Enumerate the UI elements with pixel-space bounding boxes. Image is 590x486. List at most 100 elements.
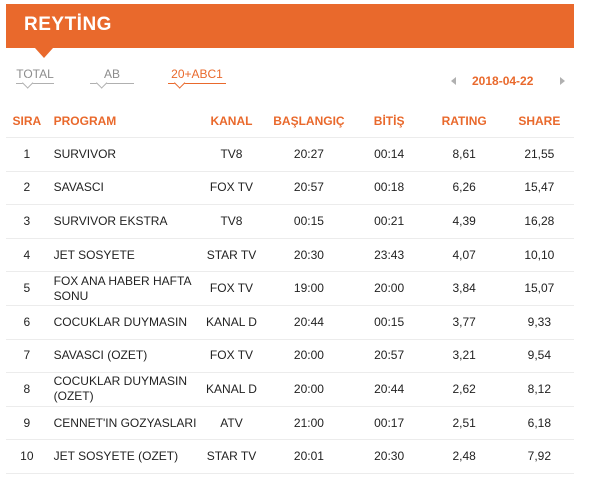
- cell-baslangic: 20:01: [263, 439, 355, 474]
- tab-total[interactable]: TOTAL: [16, 67, 54, 89]
- cell-program: SURVIVOR EKSTRA: [47, 204, 200, 239]
- cell-rating: 3,77: [423, 305, 505, 340]
- cell-bitis: 00:21: [354, 204, 424, 239]
- selected-date: 2018-04-22: [472, 74, 534, 88]
- cell-sira: 4: [6, 238, 48, 273]
- tab-20-abc1-underline: [168, 83, 226, 84]
- table-row: 7 SAVASCI (OZET) FOX TV 20:00 20:57 3,21 9,54: [6, 339, 574, 374]
- cell-rating: 6,26: [423, 171, 505, 206]
- cell-share: 15,47: [504, 171, 574, 206]
- cell-baslangic: 20:44: [263, 305, 355, 340]
- table-row: 5 FOX ANA HABER HAFTA SONU FOX TV 19:00 20:0…: [6, 271, 574, 306]
- cell-bitis: 20:44: [354, 372, 424, 407]
- cell-share: 9,33: [504, 305, 574, 340]
- cell-rating: 3,84: [423, 271, 505, 306]
- cell-rating: 8,61: [423, 137, 505, 172]
- cell-rating: 2,48: [423, 439, 505, 474]
- triangle-right-icon[interactable]: [560, 77, 565, 85]
- cell-bitis: 00:15: [354, 305, 424, 340]
- cell-baslangic: 20:00: [263, 339, 355, 374]
- table-row: 2 SAVASCI FOX TV 20:57 00:18 6,26 15,47: [6, 171, 574, 206]
- tab-ab-underline: [90, 83, 134, 84]
- cell-program: COCUKLAR DUYMASIN: [47, 305, 200, 340]
- tab-total-underline: [16, 83, 54, 84]
- audience-tabs: TOTAL AB 20+ABC1: [0, 67, 300, 93]
- cell-baslangic: 20:30: [263, 238, 355, 273]
- cell-baslangic: 20:00: [263, 372, 355, 407]
- cell-bitis: 23:43: [354, 238, 424, 273]
- cell-share: 16,28: [504, 204, 574, 239]
- cell-kanal: KANAL D: [199, 372, 264, 407]
- cell-share: 21,55: [504, 137, 574, 172]
- cell-sira: 2: [6, 171, 48, 206]
- col-share: SHARE: [504, 104, 574, 138]
- page-title: REYTİNG: [24, 14, 112, 35]
- cell-program: SURVIVOR: [47, 137, 200, 172]
- col-sira: SIRA: [6, 104, 48, 138]
- col-kanal: KANAL: [199, 104, 264, 138]
- header-notch: [35, 48, 53, 58]
- cell-program: CENNET'IN GOZYASLARI: [47, 406, 200, 441]
- table-header-row: SIRA PROGRAM KANAL BAŞLANGIÇ BİTİŞ RATIN…: [6, 104, 574, 138]
- cell-bitis: 20:30: [354, 439, 424, 474]
- table-row: 3 SURVIVOR EKSTRA TV8 00:15 00:21 4,39 16,28: [6, 204, 574, 239]
- cell-kanal: FOX TV: [199, 171, 264, 206]
- cell-sira: 6: [6, 305, 48, 340]
- cell-sira: 10: [6, 439, 48, 474]
- cell-rating: 2,62: [423, 372, 505, 407]
- col-program: PROGRAM: [47, 104, 200, 138]
- table-row: 8 COCUKLAR DUYMASIN (OZET) KANAL D 20:00 20:…: [6, 372, 574, 407]
- col-rating: RATING: [423, 104, 505, 138]
- cell-kanal: FOX TV: [199, 339, 264, 374]
- cell-bitis: 00:14: [354, 137, 424, 172]
- cell-sira: 3: [6, 204, 48, 239]
- table-row: 6 COCUKLAR DUYMASIN KANAL D 20:44 00:15 3,77 9…: [6, 305, 574, 340]
- cell-kanal: TV8: [199, 204, 264, 239]
- table-row: 9 CENNET'IN GOZYASLARI ATV 21:00 00:17 2,51 6,…: [6, 406, 574, 441]
- table-row: 1 SURVIVOR TV8 20:27 00:14 8,61 21,55: [6, 137, 574, 172]
- tab-ab[interactable]: AB: [90, 67, 134, 89]
- cell-program: SAVASCI (OZET): [47, 339, 200, 374]
- triangle-left-icon[interactable]: [451, 77, 456, 85]
- cell-kanal: TV8: [199, 137, 264, 172]
- cell-bitis: 20:00: [354, 271, 424, 306]
- cell-kanal: FOX TV: [199, 271, 264, 306]
- cell-bitis: 00:17: [354, 406, 424, 441]
- cell-share: 15,07: [504, 271, 574, 306]
- cell-kanal: STAR TV: [199, 238, 264, 273]
- tab-ab-label: AB: [103, 67, 120, 81]
- cell-baslangic: 00:15: [263, 204, 355, 239]
- cell-share: 8,12: [504, 372, 574, 407]
- tab-20-abc1-label: 20+ABC1: [171, 67, 223, 81]
- cell-bitis: 00:18: [354, 171, 424, 206]
- cell-kanal: STAR TV: [199, 439, 264, 474]
- cell-baslangic: 21:00: [263, 406, 355, 441]
- col-baslangic: BAŞLANGIÇ: [263, 104, 355, 138]
- cell-sira: 7: [6, 339, 48, 374]
- cell-baslangic: 19:00: [263, 271, 355, 306]
- tab-20-abc1[interactable]: 20+ABC1: [168, 67, 226, 89]
- cell-rating: 3,21: [423, 339, 505, 374]
- page-header: REYTİNG: [6, 4, 574, 58]
- cell-program: JET SOSYETE (OZET): [47, 439, 200, 474]
- cell-kanal: KANAL D: [199, 305, 264, 340]
- cell-share: 7,92: [504, 439, 574, 474]
- table-row: 10 JET SOSYETE (OZET) STAR TV 20:01 20:30 2,4…: [6, 439, 574, 474]
- rating-table: SIRA PROGRAM KANAL BAŞLANGIÇ BİTİŞ RATIN…: [6, 104, 574, 474]
- cell-program: FOX ANA HABER HAFTA SONU: [47, 271, 200, 306]
- col-bitis: BİTİŞ: [354, 104, 424, 138]
- tab-total-label: TOTAL: [16, 67, 54, 81]
- cell-sira: 5: [6, 271, 48, 306]
- cell-rating: 4,39: [423, 204, 505, 239]
- cell-program: COCUKLAR DUYMASIN (OZET): [47, 372, 200, 407]
- cell-sira: 1: [6, 137, 48, 172]
- cell-program: JET SOSYETE: [47, 238, 200, 273]
- table-row: 4 JET SOSYETE STAR TV 20:30 23:43 4,07 10,10: [6, 238, 574, 273]
- cell-share: 6,18: [504, 406, 574, 441]
- cell-share: 10,10: [504, 238, 574, 273]
- cell-rating: 2,51: [423, 406, 505, 441]
- cell-kanal: ATV: [199, 406, 264, 441]
- cell-sira: 8: [6, 372, 48, 407]
- cell-baslangic: 20:27: [263, 137, 355, 172]
- cell-bitis: 20:57: [354, 339, 424, 374]
